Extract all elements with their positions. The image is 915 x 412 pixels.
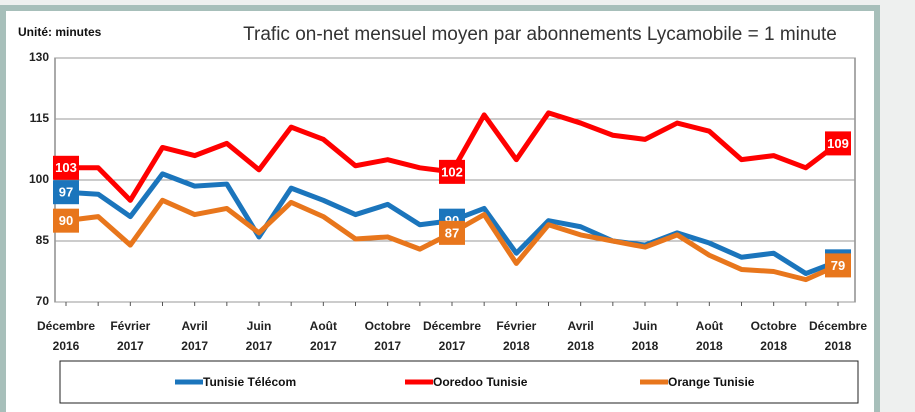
x-tick-label: Avril 2018 [567,319,594,353]
chart-title: Trafic on-net mensuel moyen par abonneme… [243,24,837,45]
legend-label: Orange Tunisie [668,375,755,389]
data-label-box [53,180,79,205]
x-tick-label: Décembre 2018 [808,319,868,353]
x-tick-label: Février 2017 [110,319,151,353]
data-label-box [825,131,851,156]
data-label-box [439,220,465,245]
x-tick-label: Avril 2017 [181,319,208,353]
y-tick-label: 115 [30,111,50,125]
x-tick-label: Août 2017 [309,319,337,353]
data-label: 109 [827,136,849,151]
data-label: 87 [445,225,459,240]
y-tick-label: 85 [36,233,50,247]
data-label: 79 [831,258,845,273]
data-label: 90 [59,213,73,228]
x-tick-label: Juin 2018 [631,319,659,353]
x-tick-label: Décembre 2017 [422,319,482,353]
data-label-box [825,253,851,278]
y-tick-label: 130 [29,50,49,64]
y-tick-label: 70 [36,294,50,308]
x-tick-label: Décembre 2016 [36,319,96,353]
data-label: 97 [59,185,73,200]
data-label-box [53,155,79,180]
y-axis-label: Unité: minutes [18,25,102,39]
x-tick-label: Août 2018 [695,319,723,353]
y-tick-label: 100 [29,172,49,186]
x-tick-label: Février 2018 [496,319,537,353]
legend-label: Ooredoo Tunisie [433,375,528,389]
legend-box [59,360,859,404]
data-label-box [53,208,79,233]
data-label-box [439,159,465,184]
x-tick-label: Octobre 2017 [364,319,411,353]
x-tick-label: Octobre 2018 [750,319,797,353]
data-label: 102 [441,164,463,179]
legend-label: Tunisie Télécom [203,375,296,389]
x-tick-label: Juin 2017 [245,319,273,353]
data-label: 103 [55,160,77,175]
